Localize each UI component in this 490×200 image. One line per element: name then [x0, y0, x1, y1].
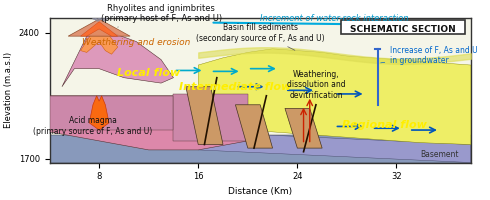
Text: Basin fill sediments
(secondary source of F, As and U): Basin fill sediments (secondary source o…	[196, 23, 324, 50]
Polygon shape	[49, 150, 471, 163]
Point	[93, 17, 100, 20]
Text: Local flow: Local flow	[117, 68, 180, 78]
Point	[97, 15, 104, 18]
Polygon shape	[173, 94, 248, 141]
FancyBboxPatch shape	[341, 20, 465, 34]
Text: Increment of water-rock interaction: Increment of water-rock interaction	[260, 14, 409, 23]
X-axis label: Distance (Km): Distance (Km)	[228, 187, 292, 196]
Polygon shape	[285, 108, 322, 148]
Text: Regional flow: Regional flow	[342, 120, 426, 130]
Polygon shape	[62, 33, 173, 87]
Polygon shape	[49, 96, 272, 150]
Polygon shape	[198, 49, 471, 144]
Polygon shape	[80, 22, 118, 54]
Y-axis label: Elevation (m.a.s.l): Elevation (m.a.s.l)	[4, 52, 13, 128]
Polygon shape	[49, 159, 471, 163]
Polygon shape	[235, 105, 272, 148]
Point	[90, 16, 98, 19]
Text: SCHEMATIC SECTION: SCHEMATIC SECTION	[350, 25, 456, 34]
Text: Acid magma
(primary source of F, As and U): Acid magma (primary source of F, As and …	[33, 116, 152, 136]
Text: Rhyolites and ignimbrites
(primary host of F, As and U): Rhyolites and ignimbrites (primary host …	[100, 4, 221, 27]
Text: Weathering,
dissolution and
devitrification: Weathering, dissolution and devitrificat…	[287, 70, 345, 100]
Polygon shape	[89, 96, 109, 130]
Polygon shape	[198, 132, 471, 163]
Polygon shape	[186, 87, 223, 144]
Text: Basement: Basement	[420, 150, 459, 159]
Text: Weathering and erosion: Weathering and erosion	[82, 38, 191, 47]
Polygon shape	[49, 96, 173, 130]
Text: Intermediate flow: Intermediate flow	[179, 82, 292, 92]
Text: Increase of F, As and U
in groundwater: Increase of F, As and U in groundwater	[381, 46, 478, 65]
Polygon shape	[49, 135, 471, 163]
Point	[100, 16, 108, 19]
Polygon shape	[68, 19, 130, 36]
Polygon shape	[80, 22, 118, 36]
